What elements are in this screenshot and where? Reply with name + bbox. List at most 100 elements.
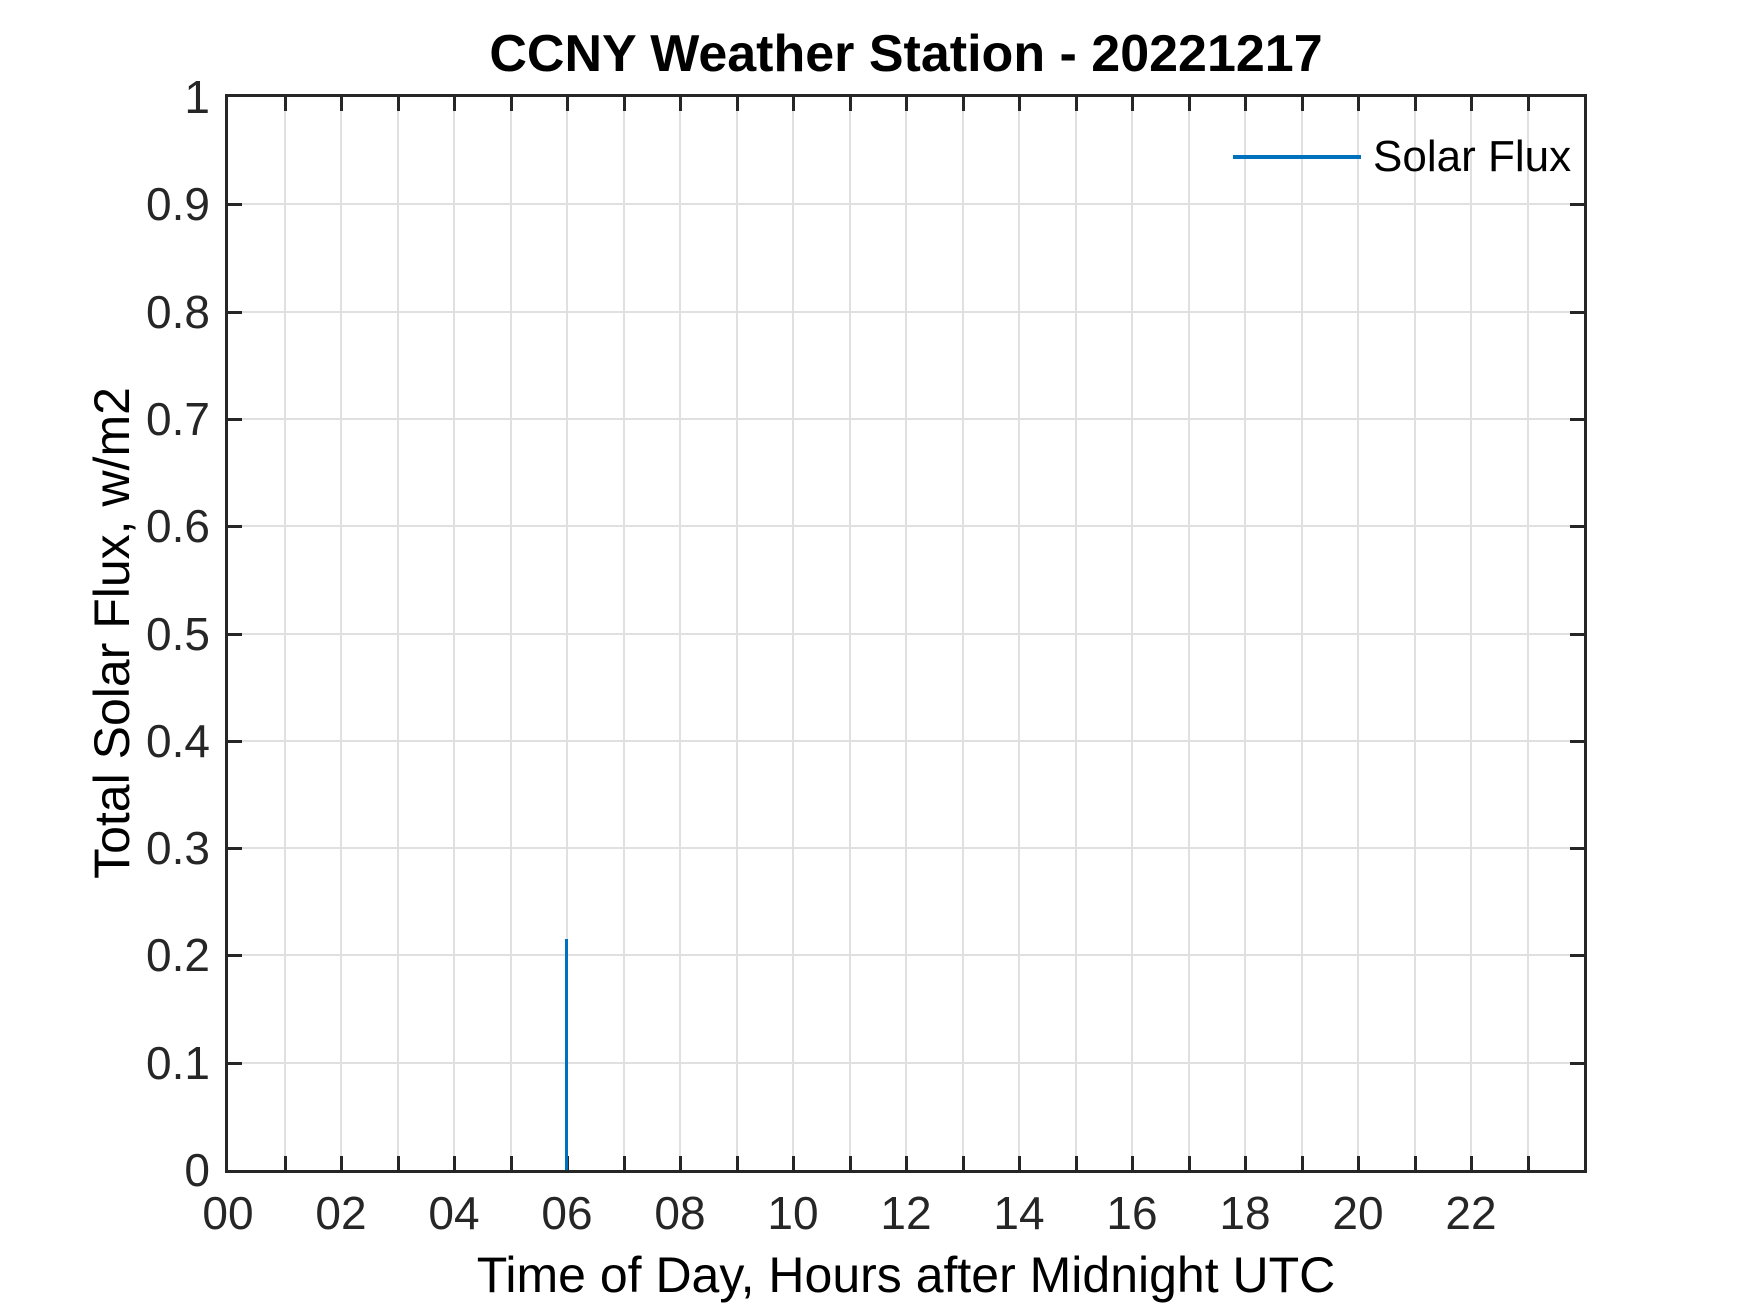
legend-line-sample [1233, 155, 1361, 159]
x-tick-mark-top [962, 97, 965, 111]
x-tick-mark-top [1357, 97, 1360, 111]
y-gridline [228, 847, 1584, 849]
x-tick-mark-top [1244, 97, 1247, 111]
y-tick-mark-left [228, 311, 242, 314]
x-tick-mark-bottom [1075, 1156, 1078, 1170]
x-tick-label: 08 [654, 1187, 706, 1239]
x-tick-label: 10 [767, 1187, 819, 1239]
x-tick-label: 22 [1445, 1187, 1497, 1239]
y-tick-label: 1 [184, 71, 210, 123]
solar-flux-spike [565, 939, 568, 1170]
x-tick-mark-bottom [453, 1156, 456, 1170]
legend: Solar Flux [1233, 132, 1571, 182]
x-tick-label: 20 [1332, 1187, 1384, 1239]
x-tick-mark-bottom [736, 1156, 739, 1170]
x-tick-label: 14 [993, 1187, 1045, 1239]
x-tick-label: 00 [202, 1187, 254, 1239]
x-tick-mark-bottom [1357, 1156, 1360, 1170]
y-tick-mark-left [228, 525, 242, 528]
x-tick-mark-bottom [1470, 1156, 1473, 1170]
x-tick-mark-top [510, 97, 513, 111]
y-tick-label: 0.6 [146, 500, 210, 552]
x-tick-mark-top [1527, 97, 1530, 111]
x-tick-mark-bottom [623, 1156, 626, 1170]
x-tick-mark-top [1470, 97, 1473, 111]
x-tick-mark-top [792, 97, 795, 111]
y-tick-label: 0.3 [146, 822, 210, 874]
y-tick-mark-right [1570, 311, 1584, 314]
x-tick-mark-bottom [284, 1156, 287, 1170]
y-tick-mark-right [1570, 1062, 1584, 1065]
x-tick-mark-bottom [1414, 1156, 1417, 1170]
x-tick-mark-top [1075, 97, 1078, 111]
chart-title: CCNY Weather Station - 20221217 [489, 25, 1323, 83]
y-tick-mark-right [1570, 847, 1584, 850]
y-tick-label: 0.1 [146, 1037, 210, 1089]
y-tick-label: 0 [184, 1144, 210, 1196]
y-tick-mark-left [228, 418, 242, 421]
x-tick-mark-top [1131, 97, 1134, 111]
y-tick-mark-right [1570, 633, 1584, 636]
y-gridline [228, 633, 1584, 635]
y-tick-mark-left [228, 633, 242, 636]
y-tick-mark-right [1570, 954, 1584, 957]
x-tick-label: 06 [541, 1187, 593, 1239]
x-tick-mark-bottom [679, 1156, 682, 1170]
y-tick-label: 0.5 [146, 608, 210, 660]
x-tick-label: 04 [428, 1187, 480, 1239]
plot-area [225, 94, 1587, 1173]
y-tick-mark-right [1570, 203, 1584, 206]
x-tick-label: 12 [880, 1187, 932, 1239]
x-tick-mark-bottom [1188, 1156, 1191, 1170]
y-tick-mark-right [1570, 525, 1584, 528]
y-gridline [228, 1062, 1584, 1064]
x-tick-label: 02 [315, 1187, 367, 1239]
y-tick-mark-left [228, 203, 242, 206]
x-tick-mark-top [1414, 97, 1417, 111]
y-tick-mark-left [228, 954, 242, 957]
x-tick-mark-bottom [1018, 1156, 1021, 1170]
x-tick-mark-bottom [792, 1156, 795, 1170]
y-tick-label: 0.8 [146, 286, 210, 338]
y-gridline [228, 525, 1584, 527]
x-tick-mark-top [849, 97, 852, 111]
y-tick-label: 0.7 [146, 393, 210, 445]
y-gridline [228, 418, 1584, 420]
x-tick-mark-top [1301, 97, 1304, 111]
x-tick-mark-top [1188, 97, 1191, 111]
y-tick-mark-left [228, 1062, 242, 1065]
y-tick-label: 0.2 [146, 929, 210, 981]
x-tick-mark-top [566, 97, 569, 111]
x-axis-label: Time of Day, Hours after Midnight UTC [476, 1247, 1336, 1303]
x-tick-mark-bottom [1527, 1156, 1530, 1170]
x-tick-mark-top [1018, 97, 1021, 111]
x-tick-mark-top [397, 97, 400, 111]
x-tick-mark-bottom [962, 1156, 965, 1170]
x-tick-label: 18 [1219, 1187, 1271, 1239]
y-tick-mark-right [1570, 740, 1584, 743]
x-tick-label: 16 [1106, 1187, 1158, 1239]
x-tick-mark-top [453, 97, 456, 111]
y-tick-label: 0.4 [146, 715, 210, 767]
x-tick-mark-bottom [1301, 1156, 1304, 1170]
y-tick-mark-left [228, 740, 242, 743]
x-tick-mark-bottom [340, 1156, 343, 1170]
y-tick-mark-right [1570, 418, 1584, 421]
x-tick-mark-bottom [1131, 1156, 1134, 1170]
x-tick-mark-top [340, 97, 343, 111]
x-tick-mark-top [736, 97, 739, 111]
x-tick-mark-top [284, 97, 287, 111]
y-gridline [228, 954, 1584, 956]
x-tick-mark-bottom [397, 1156, 400, 1170]
x-tick-mark-bottom [849, 1156, 852, 1170]
legend-entry-label: Solar Flux [1373, 132, 1572, 181]
y-gridline [228, 311, 1584, 313]
x-tick-mark-top [905, 97, 908, 111]
y-gridline [228, 203, 1584, 205]
x-tick-mark-bottom [510, 1156, 513, 1170]
x-tick-mark-bottom [1244, 1156, 1247, 1170]
x-tick-mark-top [679, 97, 682, 111]
y-tick-mark-left [228, 847, 242, 850]
y-tick-label: 0.9 [146, 178, 210, 230]
